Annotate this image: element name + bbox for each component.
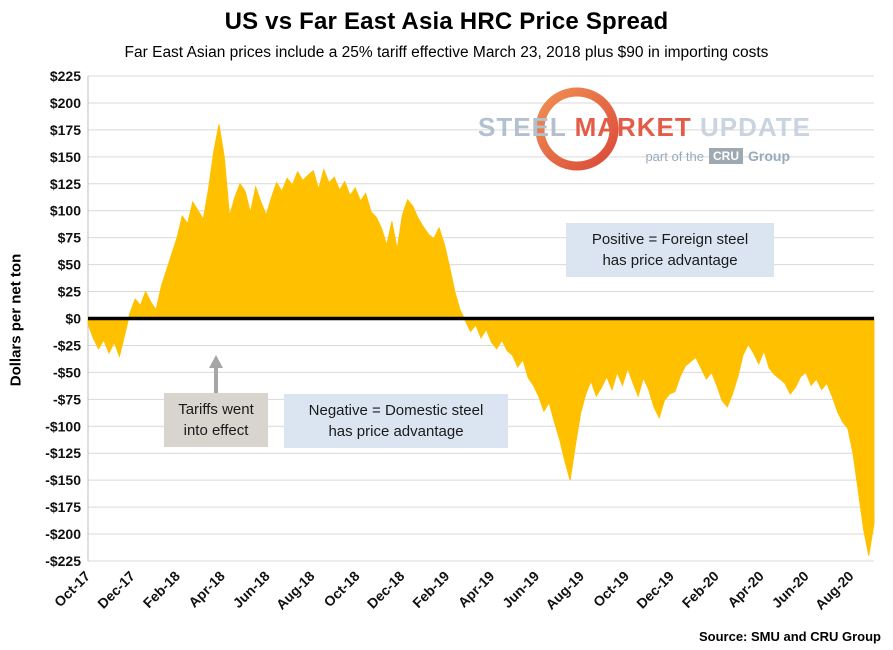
svg-text:-$100: -$100 (45, 418, 81, 434)
annotation-positive: Positive = Foreign steel has price advan… (566, 223, 774, 277)
svg-text:-$50: -$50 (53, 364, 81, 380)
annotation-tariffs-line2: into effect (183, 422, 249, 439)
svg-text:Feb-20: Feb-20 (679, 568, 722, 611)
chart-title: US vs Far East Asia HRC Price Spread (224, 8, 669, 35)
svg-text:$175: $175 (50, 122, 81, 138)
svg-text:Dec-17: Dec-17 (94, 568, 138, 612)
svg-text:Jun-18: Jun-18 (230, 568, 273, 611)
svg-text:$225: $225 (50, 68, 81, 84)
annotation-tariffs-line1: Tariffs went (178, 401, 254, 418)
svg-text:$75: $75 (58, 230, 82, 246)
svg-text:Jun-19: Jun-19 (499, 568, 542, 611)
tariff-arrow-icon (209, 355, 223, 393)
svg-text:-$150: -$150 (45, 472, 81, 488)
svg-text:Oct-19: Oct-19 (590, 568, 632, 610)
svg-text:Apr-19: Apr-19 (455, 568, 498, 611)
svg-text:-$25: -$25 (53, 337, 81, 353)
svg-text:$25: $25 (58, 284, 82, 300)
svg-text:$125: $125 (50, 176, 81, 192)
svg-text:-$200: -$200 (45, 526, 81, 542)
svg-text:Feb-19: Feb-19 (409, 568, 452, 611)
svg-text:Apr-20: Apr-20 (724, 568, 767, 611)
annotation-negative-line2: has price advantage (328, 423, 464, 440)
chart-subtitle: Far East Asian prices include a 25% tari… (124, 44, 769, 61)
svg-text:Aug-18: Aug-18 (273, 568, 318, 613)
svg-text:-$225: -$225 (45, 553, 81, 569)
annotation-negative-line1: Negative = Domestic steel (308, 402, 484, 419)
svg-text:-$175: -$175 (45, 499, 81, 515)
svg-text:Aug-20: Aug-20 (812, 568, 857, 613)
svg-text:Dec-18: Dec-18 (364, 568, 408, 612)
svg-text:$50: $50 (58, 257, 82, 273)
svg-text:Oct-17: Oct-17 (51, 568, 93, 610)
svg-text:Dec-19: Dec-19 (633, 568, 677, 612)
source-note: Source: SMU and CRU Group (698, 629, 881, 644)
svg-text:$0: $0 (65, 311, 81, 327)
svg-text:Aug-19: Aug-19 (542, 568, 587, 613)
annotation-positive-line2: has price advantage (602, 252, 738, 269)
annotation-negative: Negative = Domestic steel has price adva… (284, 394, 508, 448)
svg-text:Oct-18: Oct-18 (320, 568, 362, 610)
svg-text:Apr-18: Apr-18 (185, 568, 228, 611)
svg-text:-$75: -$75 (53, 391, 81, 407)
svg-text:Jun-20: Jun-20 (769, 568, 812, 611)
svg-text:$100: $100 (50, 203, 81, 219)
svg-text:$200: $200 (50, 95, 81, 111)
annotation-positive-line1: Positive = Foreign steel (591, 231, 749, 248)
svg-text:-$125: -$125 (45, 445, 81, 461)
annotation-tariffs: Tariffs went into effect (164, 393, 268, 447)
svg-text:$150: $150 (50, 149, 81, 165)
svg-text:Feb-18: Feb-18 (140, 568, 183, 611)
